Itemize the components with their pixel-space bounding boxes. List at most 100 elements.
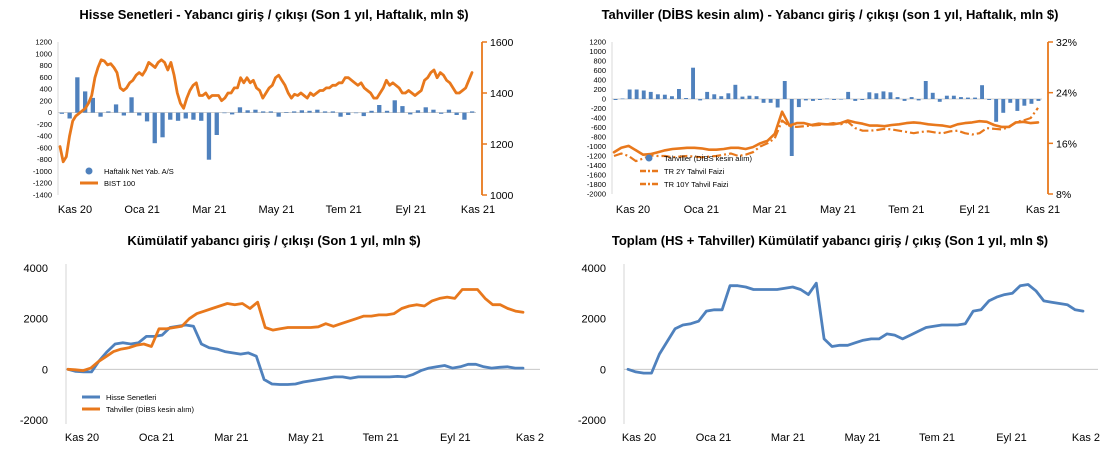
x-tick-label: Oca 21 (124, 204, 159, 216)
bar (782, 81, 787, 99)
x-tick-label: Kas 20 (616, 204, 650, 216)
bar (121, 112, 126, 116)
bar (175, 112, 181, 121)
y-left-tick-label: -1200 (587, 152, 606, 161)
bar (909, 97, 914, 99)
y-left-tick-label: -1800 (587, 180, 606, 189)
bar (392, 100, 397, 113)
y-left-tick-label: 1200 (35, 38, 52, 47)
legend-label: TR 2Y Tahvil Faizi (664, 167, 724, 176)
y-left-tick-label: -1400 (587, 161, 606, 170)
y-left-tick-label: -1000 (33, 167, 52, 176)
bar (761, 99, 766, 103)
bar (1008, 99, 1013, 103)
x-tick-label: Eyl 21 (440, 432, 471, 444)
y-left-tick-label: -1400 (33, 191, 52, 200)
bar (152, 112, 157, 144)
bar (684, 98, 688, 99)
y-right-tick-label: 24% (1056, 88, 1077, 100)
bar (230, 112, 235, 115)
legend-marker (645, 154, 653, 162)
y-left-tick-label: 400 (39, 85, 52, 94)
bar (253, 109, 258, 113)
bar (712, 94, 717, 100)
legend-label: Tahviller (DİBS kesin alım) (664, 154, 752, 163)
y-tick-label: -2000 (20, 415, 48, 427)
series-line (66, 323, 525, 386)
y-left-tick-label: 800 (39, 61, 52, 70)
series-line (58, 58, 474, 164)
series-line (66, 288, 525, 372)
bar (160, 112, 165, 138)
x-tick-label: May 21 (288, 432, 324, 444)
bar (754, 96, 759, 99)
y-right-tick-label: 1000 (490, 190, 514, 202)
legend-label: TR 10Y Tahvil Faizi (664, 180, 729, 189)
bar (902, 99, 907, 101)
bar (90, 97, 95, 113)
chart-bonds-weekly: 120010008006004002000-200-400-600-800-10… (587, 37, 1077, 216)
bar (796, 99, 801, 108)
bar (832, 99, 836, 100)
x-tick-label: Kas 21 (461, 204, 495, 216)
bar (144, 112, 150, 122)
bar (966, 97, 970, 99)
y-tick-label: 2000 (582, 314, 606, 326)
bar (377, 105, 382, 113)
x-tick-label: Mar 21 (753, 204, 787, 216)
bar (662, 94, 667, 99)
bar (408, 112, 413, 115)
y-left-tick-label: -800 (37, 155, 52, 164)
bar (930, 92, 935, 99)
bar (811, 99, 815, 101)
bar (994, 99, 999, 122)
bar (803, 99, 808, 101)
bar (222, 112, 227, 114)
bar (346, 112, 351, 115)
legend-label: Tahviller (DİBS kesin alım) (106, 405, 194, 414)
bar (677, 89, 681, 99)
y-right-tick-label: 1400 (490, 88, 514, 100)
x-tick-label: Kas 2 (516, 432, 544, 444)
x-tick-label: Tem 21 (888, 204, 924, 216)
y-left-tick-label: 600 (593, 66, 606, 75)
bar (83, 91, 88, 113)
chart-title: Tahviller (DİBS kesin alım) - Yabancı gi… (601, 7, 1059, 22)
bar (384, 110, 390, 113)
bar (860, 99, 865, 100)
bar (470, 111, 475, 113)
chart-panel-equities-weekly: Hisse Senetleri - Yabancı giriş / çıkışı… (0, 0, 548, 225)
bar (874, 93, 879, 99)
series-line (626, 281, 1085, 375)
x-tick-label: Eyl 21 (996, 432, 1027, 444)
bar (1036, 99, 1041, 101)
bar (705, 91, 710, 99)
y-left-tick-label: -600 (591, 123, 606, 132)
chart-title: Kümülatif yabancı giriş / çıkışı (Son 1 … (127, 233, 421, 248)
bar (747, 95, 752, 99)
bar (299, 110, 304, 113)
y-right-tick-label: 1600 (490, 37, 514, 49)
x-tick-label: May 21 (258, 204, 294, 216)
bar (987, 99, 992, 100)
x-tick-label: Mar 21 (771, 432, 805, 444)
bar (462, 112, 467, 120)
y-tick-label: 0 (600, 364, 606, 376)
chart-title: Toplam (HS + Tahviller) Kümülatif yabanc… (611, 233, 1049, 248)
chart-cumulative: 4000 2000 0 -2000 Kas 20 Oca 21 Mar 21 May 21 Te… (20, 263, 544, 444)
bar (98, 112, 103, 117)
x-tick-label: Eyl 21 (959, 204, 990, 216)
y-tick-label: 0 (42, 364, 48, 376)
y-right-tick-label: 1200 (490, 139, 514, 151)
bar (775, 99, 780, 108)
bar (923, 81, 928, 99)
bar (400, 106, 405, 113)
bar (726, 93, 731, 99)
bar (698, 99, 703, 101)
y-left-tick-label: 1000 (35, 49, 52, 58)
bar (261, 111, 266, 113)
bar (846, 91, 851, 99)
chart-equities-weekly: 1200 1000 800 600 400 200 0 -200 -400 -600 -800 -10… (33, 37, 514, 216)
bar (719, 96, 724, 99)
y-left-tick-label: 200 (39, 96, 52, 105)
